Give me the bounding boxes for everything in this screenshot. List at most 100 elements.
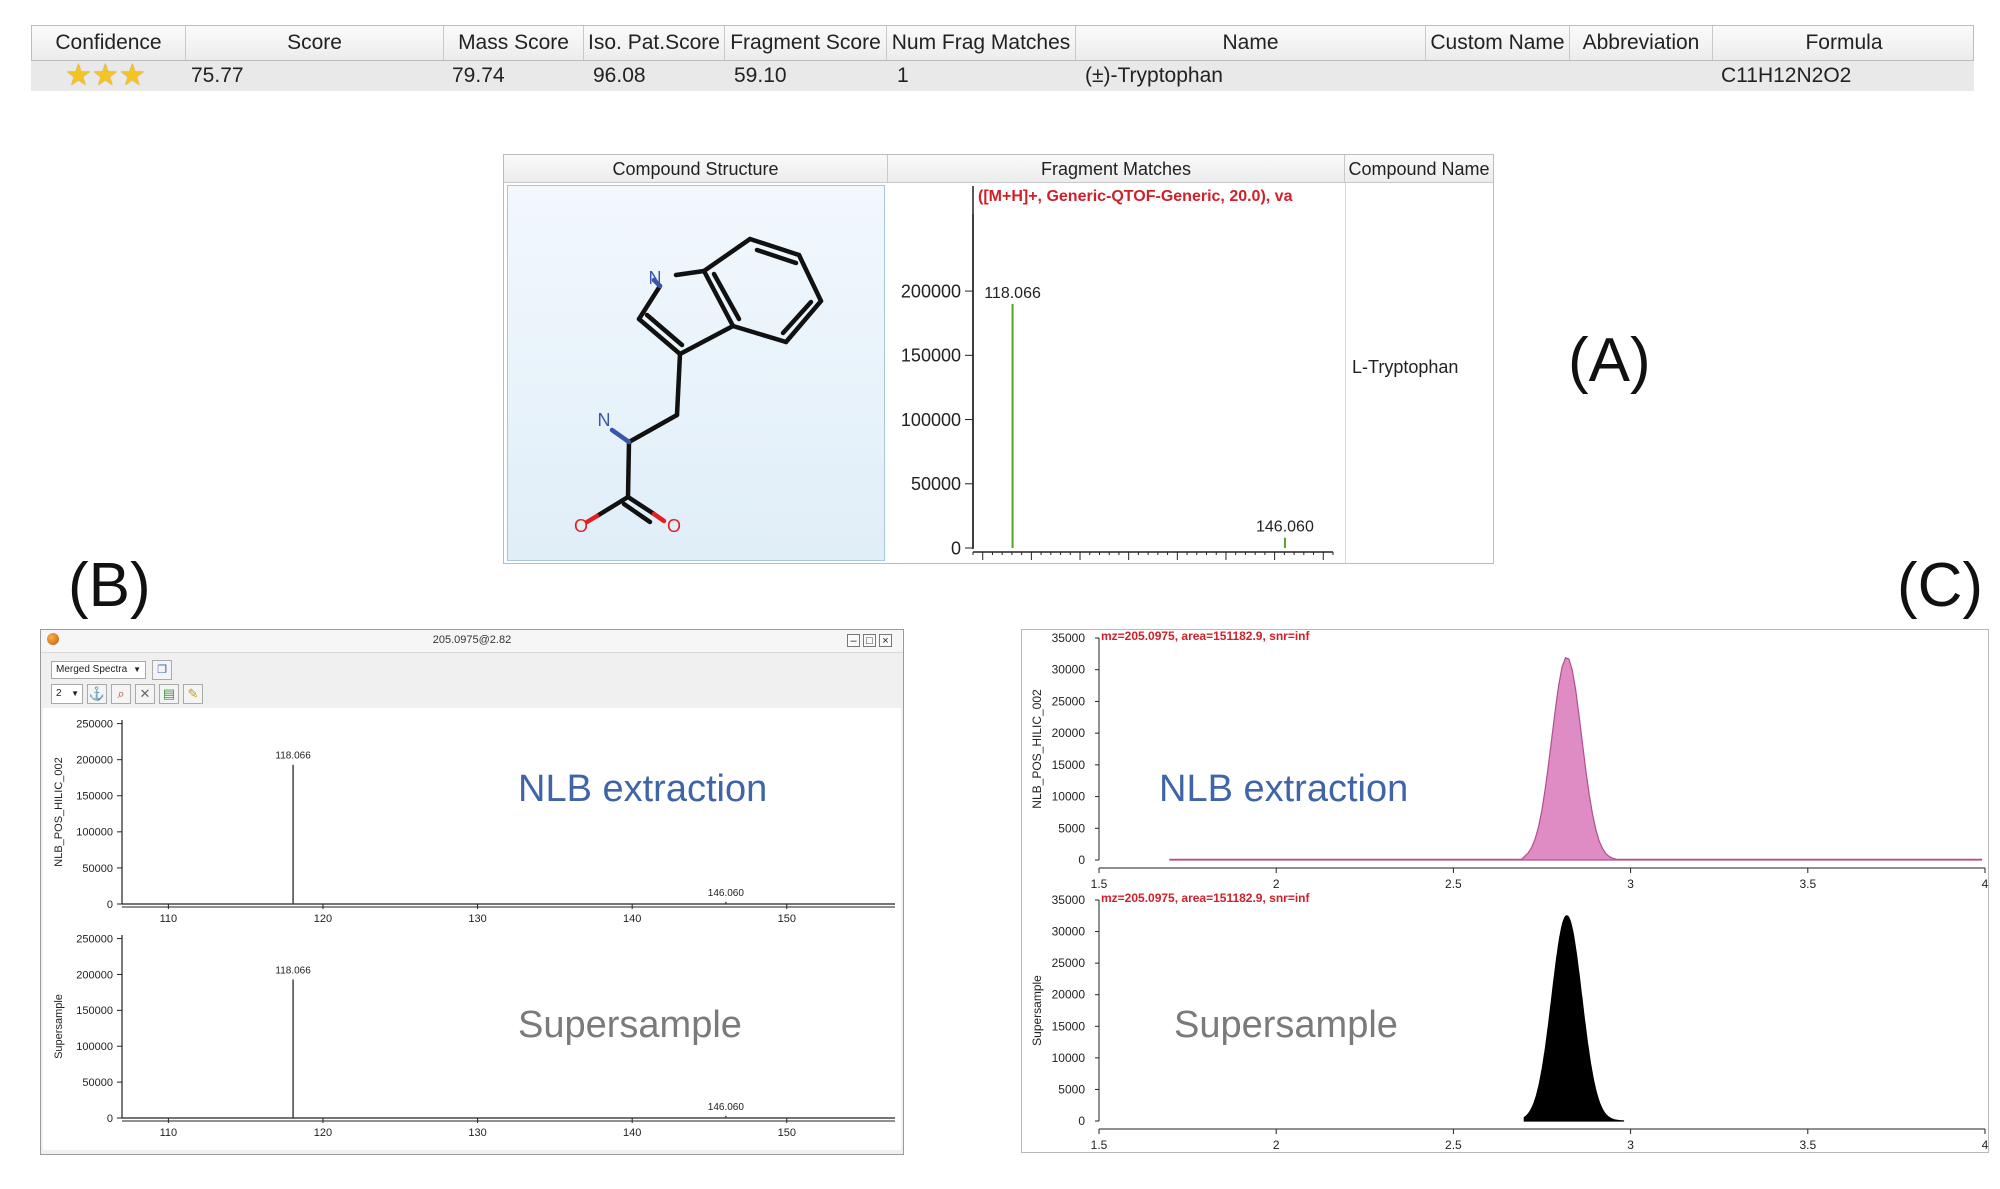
y-tick-label: 250000 [76,933,113,945]
col-header-num-frag-matches[interactable]: Num Frag Matches [887,26,1076,60]
y-tick-label: 200000 [901,281,961,301]
panel-a-tag: (A) [1568,326,1651,395]
x-tick-label: 1.5 [1091,877,1108,891]
results-table-header: Confidence Score Mass Score Iso. Pat.Sco… [31,25,1974,61]
formula-value: C11H12N2O2 [1721,64,1852,87]
minimize-icon[interactable]: – [847,634,860,647]
y-tick-label: 200000 [76,755,113,767]
table-row[interactable]: ★★★ 75.77 79.74 96.08 59.10 1 (±)-Trypto… [31,61,1974,91]
col-header-iso-score[interactable]: Iso. Pat.Score [584,26,725,60]
y-axis-label: NLB_POS_HILIC_002 [1030,689,1044,809]
header-compound-structure[interactable]: Compound Structure [504,155,888,183]
peak-label: 118.066 [984,285,1041,302]
close-icon[interactable]: × [879,634,892,647]
mass-score-value: 79.74 [452,64,505,87]
col-header-score[interactable]: Score [186,26,444,60]
zoom-icon[interactable]: ⌕ [111,684,131,704]
export-icon[interactable]: ▤ [159,684,179,704]
overlay-supersample: Supersample [518,1004,742,1046]
x-tick-label: 2 [1273,1138,1280,1152]
y-tick-label: 25000 [1052,694,1086,708]
panel-b-tag: (B) [68,551,151,620]
y-axis-label: NLB_POS_HILIC_002 [53,757,65,866]
merged-spectra-chart: 0 50000 100000 150000 200000 250000 110 120 130 1… [43,708,901,1150]
y-tick-label: 10000 [1052,790,1086,804]
x-tick-label: 2.5 [1445,1138,1462,1152]
tag-icon[interactable]: ✎ [183,684,203,704]
peak-label: 146.060 [1256,519,1314,536]
anchor-icon[interactable]: ⚓ [87,684,107,704]
x-tick-label: 130 [468,1127,486,1139]
atom-label-n: N [649,268,662,288]
compound-name-cell: L-Tryptophan [1345,183,1495,563]
x-tick-label: 150 [778,913,796,925]
name-value: (±)-Tryptophan [1085,64,1223,87]
compound-name-value: L-Tryptophan [1352,357,1459,377]
col-header-name[interactable]: Name [1076,26,1426,60]
y-tick-label: 5000 [1058,1082,1085,1096]
atom-label-o: O [574,516,588,536]
spectra-mode-dropdown[interactable]: Merged Spectra ▼ [51,661,146,679]
header-compound-name[interactable]: Compound Name [1345,155,1493,183]
peak-label: 146.060 [708,888,745,899]
fragment-score-value: 59.10 [734,64,787,87]
delete-icon[interactable]: ✕ [135,684,155,704]
maximize-icon[interactable]: □ [863,634,876,647]
x-tick-label: 2.5 [1445,877,1462,891]
x-tick-label: 110 [160,913,178,925]
y-tick-label: 150000 [76,791,113,803]
y-tick-label: 10000 [1052,1051,1086,1065]
atom-label-o: O [667,516,681,536]
col-header-mass-score[interactable]: Mass Score [444,26,584,60]
header-fragment-matches[interactable]: Fragment Matches [888,155,1345,183]
chromatogram-panel: 0 5000 10000 15000 20000 25000 30000 35000 1.5 2 2… [1021,629,1989,1153]
y-tick-label: 20000 [1052,988,1086,1002]
compound-structure-cell: N N O O [507,185,885,561]
confidence-stars: ★★★ [65,61,146,91]
y-tick-label: 30000 [1052,663,1086,677]
y-tick-label: 150000 [901,346,961,366]
y-tick-label: 50000 [911,474,961,494]
num-frag-matches-value: 1 [897,64,909,87]
peak-annotation: mz=205.0975, area=151182.9, snr=inf [1101,891,1310,905]
y-tick-label: 250000 [76,718,113,730]
windows-icon[interactable]: ❐ [152,660,172,680]
y-tick-label: 15000 [1052,758,1086,772]
window-titlebar: 205.0975@2.82 – □ × [41,630,903,653]
x-tick-label: 3 [1627,1138,1634,1152]
y-tick-label: 0 [1078,853,1085,867]
peak-label: 118.066 [275,965,311,976]
y-tick-label: 50000 [82,863,113,875]
col-header-fragment-score[interactable]: Fragment Score [725,26,887,60]
app-logo-icon [47,633,59,645]
merged-spectra-window: 205.0975@2.82 – □ × Merged Spectra ▼ ❐ 2… [40,629,904,1155]
x-tick-label: 150 [778,1127,796,1139]
col-header-formula[interactable]: Formula [1805,31,1883,54]
overlay-nlb-extraction: NLB extraction [518,768,768,810]
chevron-down-icon: ▼ [133,665,141,674]
peak-label: 118.066 [275,751,311,762]
y-tick-label: 25000 [1052,956,1086,970]
peak-annotation: mz=205.0975, area=151182.9, snr=inf [1101,630,1310,643]
star-icon: ★ [91,59,119,92]
peak-label: 146.060 [708,1102,745,1113]
x-tick-label: 140 [623,913,641,925]
x-tick-label: 4 [1982,877,1988,891]
y-axis-label: Supersample [1030,975,1044,1046]
count-dropdown[interactable]: 2 ▼ [51,684,83,704]
x-tick-label: 4 [1982,1138,1988,1152]
y-tick-label: 0 [1078,1114,1085,1128]
score-value: 75.77 [191,64,244,87]
star-icon: ★ [65,59,92,92]
overlay-nlb-extraction: NLB extraction [1159,768,1409,810]
chevron-down-icon: ▼ [71,689,79,698]
y-tick-label: 100000 [901,410,961,430]
x-tick-label: 140 [623,1127,641,1139]
iso-score-value: 96.08 [593,64,646,87]
col-header-confidence[interactable]: Confidence [32,26,186,60]
col-header-abbreviation[interactable]: Abbreviation [1570,26,1713,60]
compound-detail-panel: Compound Structure Fragment Matches Comp… [503,154,1494,564]
chromatogram-chart: 0 5000 10000 15000 20000 25000 30000 35000 1.5 2 2… [1030,630,1988,1152]
col-header-custom-name[interactable]: Custom Name [1426,26,1570,60]
y-tick-label: 35000 [1052,631,1086,645]
